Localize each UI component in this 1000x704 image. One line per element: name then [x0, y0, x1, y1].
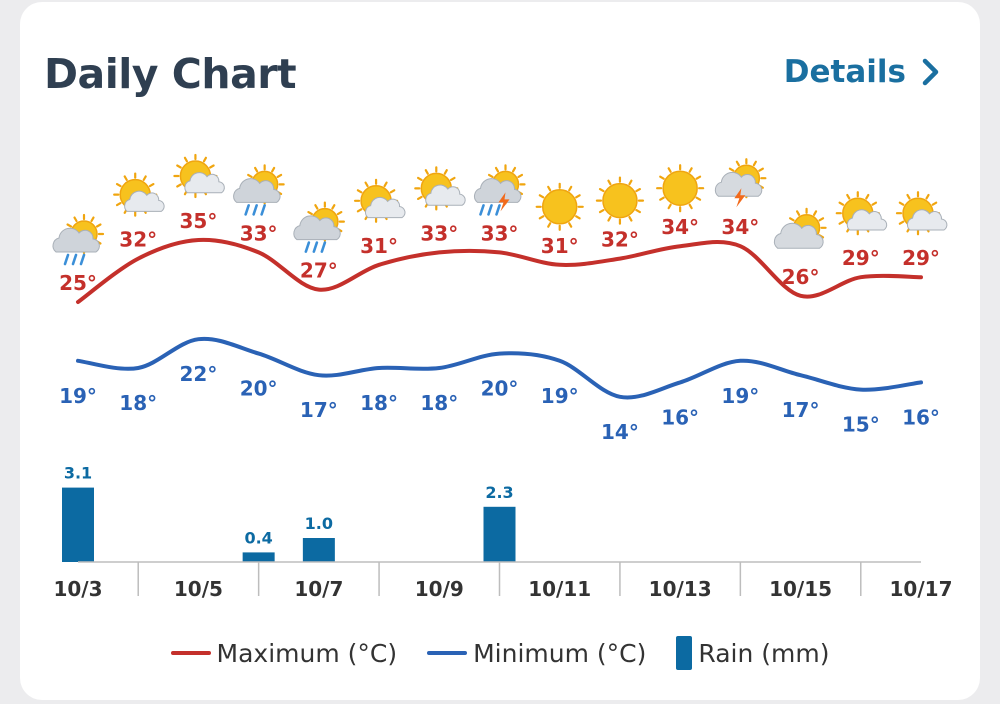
rain-series: 3.1 0.4 1.0 2.3	[62, 464, 516, 562]
max-temp-label: 35°	[180, 209, 218, 233]
rain-cloud-sun-icon	[233, 164, 285, 216]
max-temp-label: 33°	[420, 221, 458, 245]
partly-sunny-icon	[113, 172, 165, 217]
legend-label-min: Minimum (°C)	[473, 638, 647, 668]
max-temp-label: 29°	[902, 246, 940, 270]
details-button[interactable]: Details	[784, 54, 942, 90]
rain-bar	[302, 538, 335, 562]
rain-value-label: 1.0	[305, 514, 333, 533]
sunny-icon	[535, 182, 584, 231]
sunny-icon	[595, 176, 645, 225]
min-temp-label: 19°	[541, 384, 579, 408]
rain-cloud-sun-icon	[52, 213, 105, 266]
max-line	[76, 237, 923, 304]
max-temp-label: 33°	[240, 221, 278, 245]
weather-icons	[52, 153, 948, 266]
sunny-icon	[656, 164, 705, 213]
max-temp-label: 26°	[782, 265, 820, 289]
thunderstorm-icon	[714, 158, 767, 208]
legend-item-min: Minimum (°C)	[427, 639, 646, 668]
min-temp-label: 16°	[661, 405, 699, 429]
min-temp-label: 17°	[782, 398, 820, 422]
legend-item-rain: Rain (mm)	[676, 636, 829, 670]
partly-sunny-icon	[173, 153, 225, 199]
max-temp-label: 31°	[541, 234, 579, 258]
x-tick-label: 10/15	[769, 577, 832, 601]
rain-value-label: 3.1	[64, 464, 92, 483]
rain-bar	[483, 506, 516, 562]
min-temp-label: 18°	[119, 391, 157, 415]
x-tick-label: 10/9	[415, 577, 464, 601]
partly-sunny-icon	[414, 166, 466, 211]
min-temp-label: 18°	[360, 391, 398, 415]
max-temp-label: 32°	[601, 228, 639, 252]
min-temp-label: 22°	[180, 362, 218, 386]
max-temp-label: 34°	[721, 215, 759, 239]
max-temp-label: 27°	[300, 259, 338, 283]
legend-swatch-rain	[676, 636, 693, 670]
x-tick-label: 10/7	[294, 577, 343, 601]
chevron-right-icon	[922, 58, 939, 86]
max-temp-label: 25°	[59, 271, 97, 295]
max-temp-label: 31°	[360, 234, 398, 258]
rain-bar	[242, 552, 275, 562]
legend-swatch-max	[170, 651, 211, 655]
min-temp-label: 19°	[721, 384, 759, 408]
legend-label-max: Maximum (°C)	[216, 638, 398, 668]
thunderstorm-rain-icon	[474, 164, 526, 216]
min-temp-label: 19°	[59, 384, 97, 408]
x-tick-label: 10/5	[174, 577, 223, 601]
page-title: Daily Chart	[44, 50, 297, 98]
rain-cloud-sun-icon	[293, 201, 345, 253]
x-axis: 10/3 10/5 10/7 10/9 10/11 10/13 10/15 10/17	[53, 561, 953, 601]
legend-swatch-min	[427, 651, 468, 655]
max-temp-label: 33°	[481, 221, 519, 245]
x-tick-label: 10/3	[53, 577, 102, 601]
min-series: 19° 18° 22° 20° 17° 18° 18° 20° 19° 14° 16° 19° 17° 1…	[59, 336, 940, 444]
min-temp-label: 15°	[842, 413, 880, 437]
partly-sunny-icon	[353, 178, 406, 223]
details-label: Details	[783, 54, 906, 90]
max-temp-label: 29°	[842, 246, 880, 270]
legend-item-max: Maximum (°C)	[170, 638, 398, 668]
x-tick-label: 10/11	[528, 577, 591, 601]
min-temp-label: 16°	[902, 405, 940, 429]
min-temp-label: 18°	[420, 391, 458, 415]
min-temp-label: 17°	[300, 398, 338, 422]
partly-sunny-icon	[835, 191, 888, 236]
cloudy-sun-icon	[773, 207, 827, 249]
min-temp-label: 20°	[481, 377, 519, 401]
max-series: 25° 32° 35° 33° 27° 31° 33° 33° 31° 32° 34° 34° 26° 2…	[59, 209, 940, 304]
legend: Maximum (°C) Minimum (°C) Rain (mm)	[0, 636, 1000, 670]
min-line	[76, 336, 923, 400]
max-temp-label: 34°	[661, 215, 699, 239]
rain-bar	[62, 487, 94, 562]
min-temp-label: 14°	[601, 420, 639, 444]
min-temp-label: 20°	[240, 377, 278, 401]
rain-value-label: 2.3	[485, 483, 513, 502]
x-tick-label: 10/17	[890, 577, 953, 601]
x-tick-label: 10/13	[649, 577, 712, 601]
max-temp-label: 32°	[119, 228, 157, 252]
partly-sunny-icon	[895, 191, 948, 236]
rain-value-label: 0.4	[244, 528, 272, 547]
legend-label-rain: Rain (mm)	[698, 638, 830, 668]
